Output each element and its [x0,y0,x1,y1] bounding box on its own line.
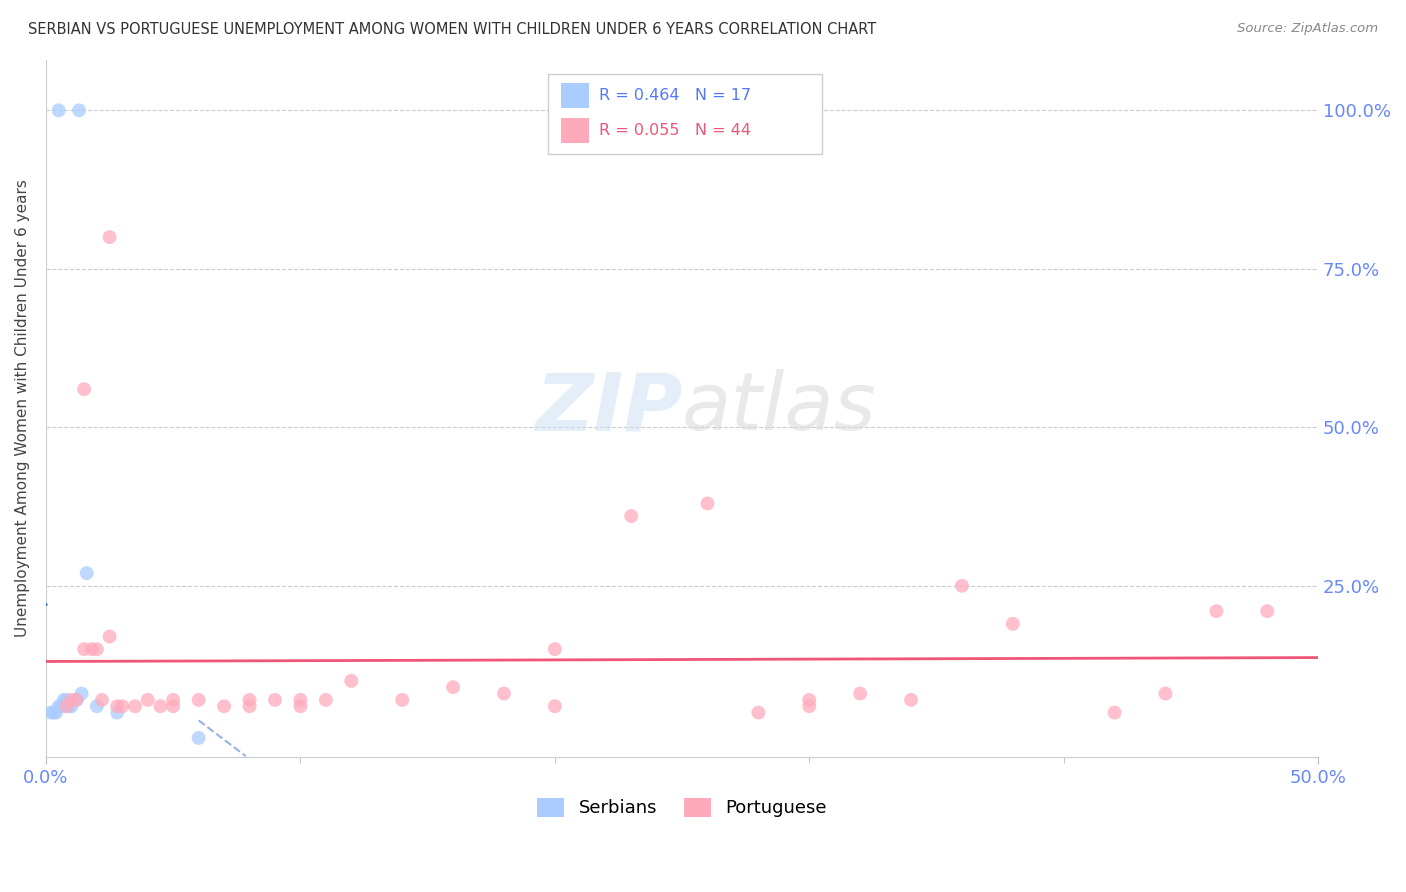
Point [441,680,464,694]
Point [105,699,128,714]
Point [799,693,821,707]
Point [105,706,128,720]
Point [696,496,718,510]
Point [620,509,643,524]
Point [70,687,93,701]
Point [290,699,312,714]
Point [799,699,821,714]
Point [1001,616,1024,631]
Point [212,699,235,714]
Point [187,693,209,707]
Point [91,693,114,707]
Point [48,699,70,714]
Point [290,693,312,707]
Point [391,693,413,707]
Point [86,699,108,714]
Point [238,693,260,707]
Point [111,699,134,714]
Point [55,693,77,707]
Point [1256,604,1278,618]
Legend: Serbians, Portuguese: Serbians, Portuguese [530,791,834,824]
Bar [561,83,589,109]
Point [544,699,567,714]
Point [900,693,922,707]
Point [42,706,65,720]
Point [65,693,87,707]
Point [67,103,90,118]
Point [340,673,363,688]
Point [65,693,87,707]
Bar [561,118,589,144]
Point [1205,604,1227,618]
Point [60,693,83,707]
Point [73,382,96,396]
Point [60,699,83,714]
Point [73,642,96,657]
Point [48,103,70,118]
Point [492,687,515,701]
Point [149,699,172,714]
Point [187,731,209,745]
Point [98,630,121,644]
Point [52,693,75,707]
Point [849,687,872,701]
Point [39,706,62,720]
Point [76,566,98,580]
Point [238,699,260,714]
Point [86,642,108,657]
Point [80,642,103,657]
Point [544,642,567,657]
Point [162,699,184,714]
Point [51,699,73,714]
Y-axis label: Unemployment Among Women with Children Under 6 years: Unemployment Among Women with Children U… [15,179,30,637]
Text: atlas: atlas [682,369,877,447]
Text: R = 0.464   N = 17: R = 0.464 N = 17 [599,88,751,103]
FancyBboxPatch shape [548,73,823,153]
Point [747,706,769,720]
Text: Source: ZipAtlas.com: Source: ZipAtlas.com [1237,22,1378,36]
Point [58,699,80,714]
Text: ZIP: ZIP [534,369,682,447]
Point [124,699,146,714]
Point [264,693,287,707]
Point [162,693,184,707]
Point [45,706,67,720]
Point [55,699,77,714]
Text: R = 0.055   N = 44: R = 0.055 N = 44 [599,123,751,138]
Point [1104,706,1126,720]
Point [136,693,159,707]
Point [1154,687,1177,701]
Point [315,693,337,707]
Point [950,579,973,593]
Text: SERBIAN VS PORTUGUESE UNEMPLOYMENT AMONG WOMEN WITH CHILDREN UNDER 6 YEARS CORRE: SERBIAN VS PORTUGUESE UNEMPLOYMENT AMONG… [28,22,876,37]
Point [98,230,121,244]
